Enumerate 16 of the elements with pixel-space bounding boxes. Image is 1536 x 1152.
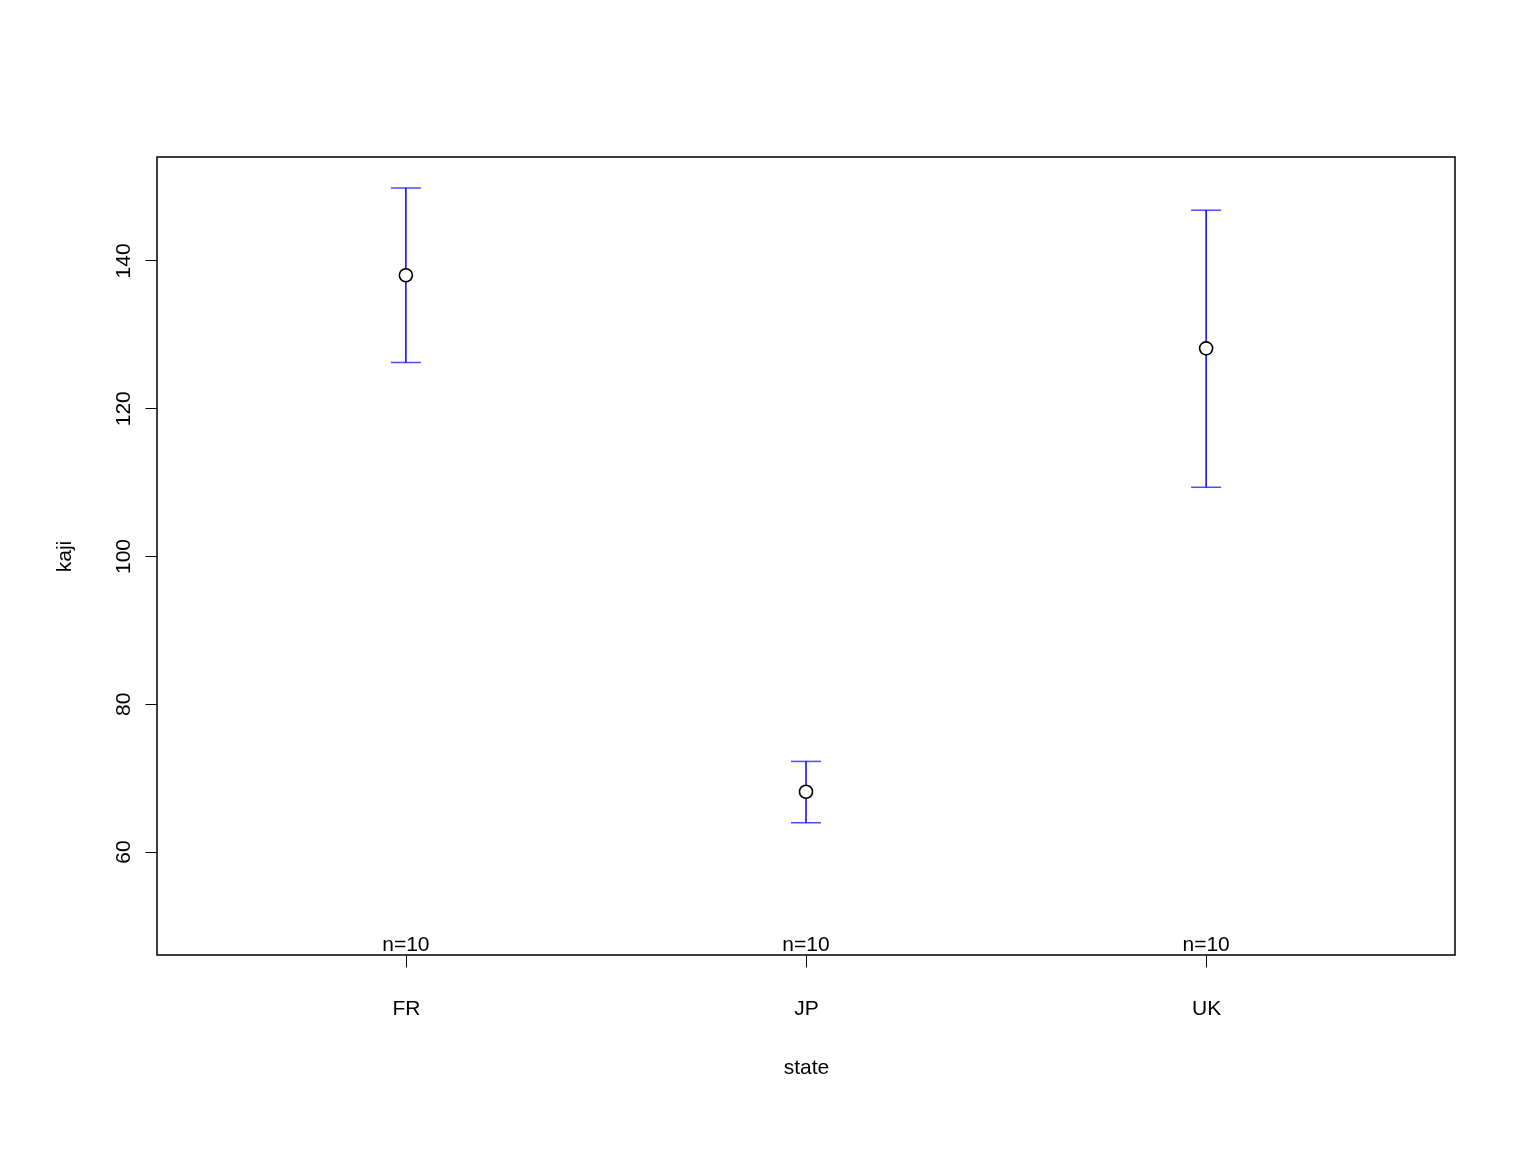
x-axis-title: state — [783, 1054, 830, 1078]
y-tick-label: 80 — [110, 692, 134, 716]
annotation: n=10 — [382, 932, 430, 955]
y-tick-label: 120 — [110, 391, 134, 427]
annotation: n=10 — [782, 932, 830, 955]
x-tick-label: UK — [1192, 995, 1222, 1019]
annotation: n=10 — [1182, 932, 1230, 955]
point — [798, 784, 814, 800]
x-tick-label: JP — [794, 995, 819, 1019]
y-tick-label: 60 — [110, 840, 134, 864]
x-tick-label: FR — [392, 995, 421, 1019]
y-tick-label: 140 — [110, 243, 134, 279]
point — [398, 267, 414, 283]
y-axis-title: kaji — [51, 540, 75, 573]
y-tick-label: 100 — [110, 538, 134, 575]
point — [1198, 341, 1214, 356]
